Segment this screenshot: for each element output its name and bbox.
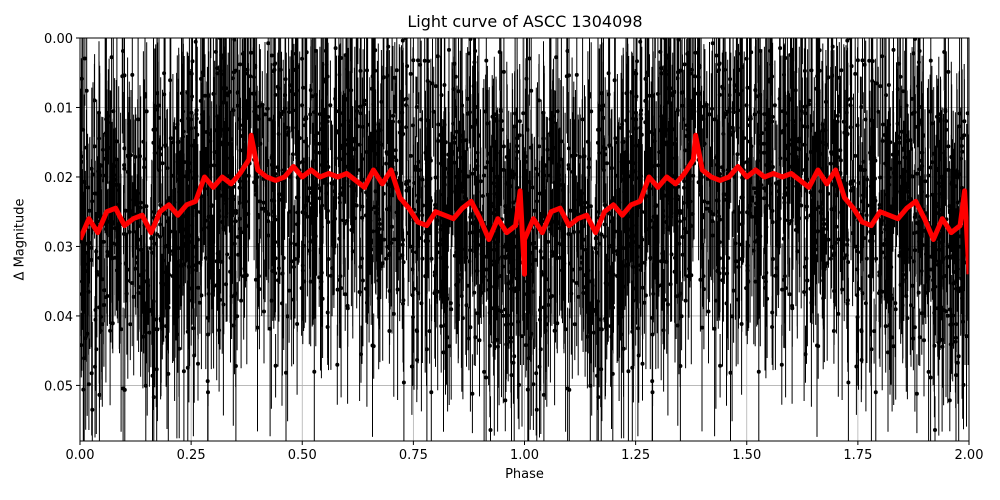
y-tick-label: 0.03 bbox=[44, 240, 73, 255]
y-tick-label: 0.00 bbox=[44, 32, 73, 47]
x-tick-label: 1.00 bbox=[510, 448, 539, 463]
x-tick-label: 0.75 bbox=[399, 448, 428, 463]
y-tick-label: 0.04 bbox=[44, 310, 73, 325]
x-tick-label: 0.25 bbox=[177, 448, 206, 463]
x-tick-label: 0.00 bbox=[66, 448, 95, 463]
x-tick-label: 1.50 bbox=[732, 448, 761, 463]
chart-title: Light curve of ASCC 1304098 bbox=[407, 12, 643, 31]
x-axis-label: Phase bbox=[505, 467, 544, 482]
model-curve bbox=[80, 132, 969, 277]
x-tick-label: 1.25 bbox=[621, 448, 650, 463]
y-tick-label: 0.01 bbox=[44, 101, 73, 116]
y-tick-label: 0.02 bbox=[44, 171, 73, 186]
x-tick-label: 2.00 bbox=[955, 448, 984, 463]
x-tick-label: 0.50 bbox=[288, 448, 317, 463]
x-tick-label: 1.75 bbox=[843, 448, 872, 463]
y-tick-label: 0.05 bbox=[44, 379, 73, 394]
